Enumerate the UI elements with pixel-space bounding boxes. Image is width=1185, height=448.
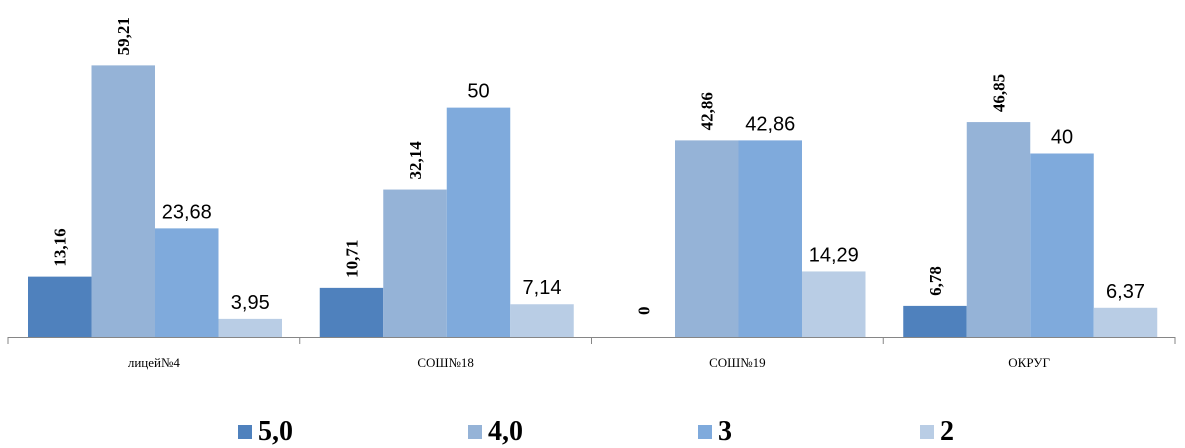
legend-item: 4,0 [468, 415, 523, 448]
axis-layer: лицей№4 СОШ№18 СОШ№19 ОКРУГ [7, 337, 1176, 370]
bar-1-3 [510, 304, 574, 337]
chart-legend: 5,0 4,0 3 2 [0, 415, 1185, 448]
data-label: 3,95 [231, 292, 270, 314]
data-label: 14,29 [809, 244, 859, 266]
bar-2-2 [738, 140, 802, 337]
data-label: 6,37 [1106, 281, 1145, 303]
bar-0-3 [218, 318, 282, 337]
bar-1-1 [383, 189, 447, 337]
category-label: СОШ№19 [709, 355, 766, 370]
legend-item: 5,0 [238, 415, 293, 448]
category-label: ОКРУГ [1008, 355, 1050, 370]
legend-label: 5,0 [258, 416, 293, 447]
bar-3-3 [1093, 307, 1158, 337]
legend-swatch [920, 424, 934, 439]
legend-label: 4,0 [488, 416, 523, 447]
data-label: 42,86 [745, 113, 795, 135]
legend-item: 2 [920, 415, 954, 448]
category-label: лицей№4 [128, 355, 181, 370]
data-label: 10,71 [343, 240, 362, 278]
bar-2-3 [802, 271, 866, 337]
category-label: СОШ№18 [417, 355, 474, 370]
data-label: 7,14 [523, 277, 562, 299]
bar-1-0 [319, 287, 384, 337]
legend-item: 3 [698, 415, 732, 448]
data-label: 6,78 [926, 266, 945, 296]
data-label: 59,21 [114, 17, 133, 55]
data-labels-layer: 13,16 59,21 23,68 3,95 10,71 32,14 50 7,14 0 42,8… [51, 17, 1145, 315]
data-label: 42,86 [698, 92, 717, 130]
bars-layer [28, 65, 1158, 337]
data-label: 40 [1051, 127, 1073, 149]
data-label: 32,14 [406, 141, 425, 180]
bar-0-2 [155, 228, 219, 337]
bar-2-1 [675, 140, 739, 337]
legend-label: 2 [940, 416, 954, 447]
bar-3-1 [966, 122, 1031, 337]
bar-1-2 [446, 107, 511, 337]
legend-swatch [238, 424, 252, 439]
legend-label: 3 [718, 416, 732, 447]
bar-3-0 [903, 305, 967, 337]
data-label: 0 [634, 307, 653, 316]
bar-3-2 [1030, 153, 1094, 337]
data-label: 50 [467, 81, 489, 103]
legend-swatch [698, 424, 712, 439]
data-label: 46,85 [990, 74, 1009, 112]
data-label: 13,16 [51, 228, 70, 266]
bar-0-1 [91, 65, 155, 337]
legend-swatch [468, 424, 482, 439]
bar-0-0 [28, 276, 92, 337]
data-label: 23,68 [162, 201, 212, 223]
